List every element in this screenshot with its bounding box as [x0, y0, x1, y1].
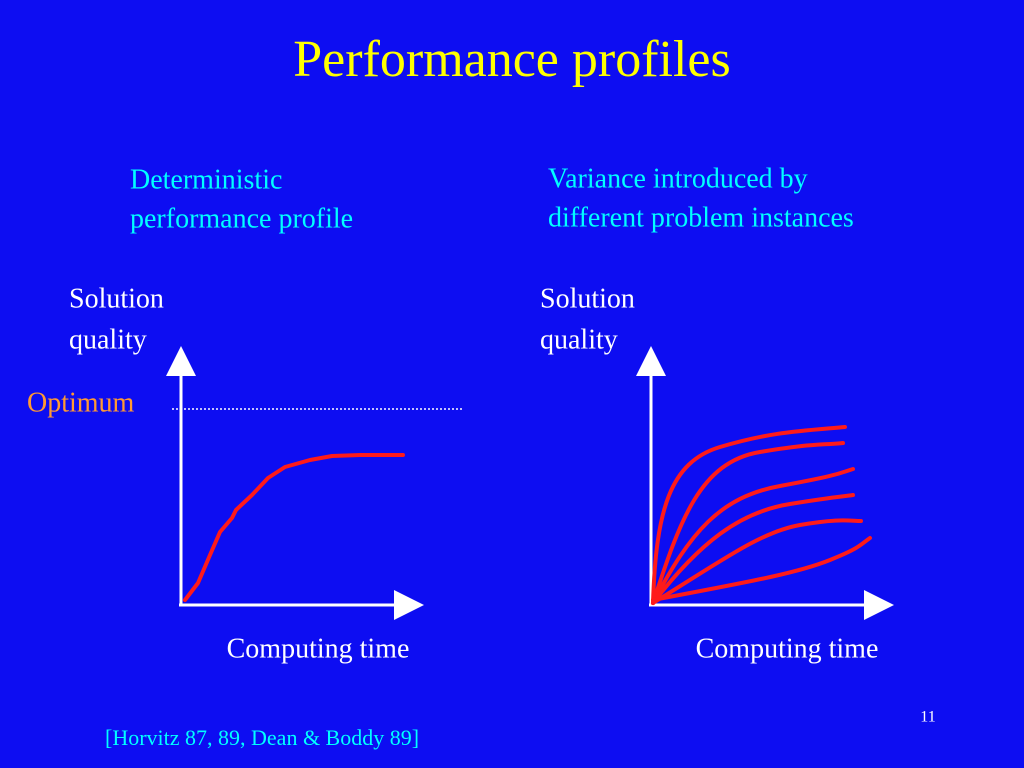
- profile-curve: [651, 493, 855, 605]
- x-axis-label: Computing time: [696, 633, 879, 664]
- y-axis-label: quality: [69, 324, 147, 355]
- profile-curve: [183, 453, 405, 602]
- caption-line: different problem instances: [548, 202, 854, 233]
- caption-line: Variance introduced by: [548, 163, 808, 194]
- y-axis-label: Solution: [540, 283, 635, 314]
- page-number: 11: [920, 709, 935, 726]
- caption-line: performance profile: [130, 203, 353, 234]
- caption-line: Deterministic: [130, 164, 282, 195]
- slide-title: Performance profiles: [293, 31, 730, 88]
- profile-curve: [651, 518, 863, 605]
- y-axis-label: quality: [540, 324, 618, 355]
- profile-curve: [651, 441, 845, 605]
- profile-curve: [651, 425, 847, 605]
- optimum-label: Optimum: [27, 387, 135, 418]
- profile-curve: [651, 536, 872, 602]
- citation: [Horvitz 87, 89, Dean & Boddy 89]: [105, 725, 419, 750]
- profile-curves: [651, 425, 872, 605]
- y-axis-label: Solution: [69, 283, 164, 314]
- profile-curve: [651, 467, 855, 605]
- x-axis-label: Computing time: [227, 633, 410, 664]
